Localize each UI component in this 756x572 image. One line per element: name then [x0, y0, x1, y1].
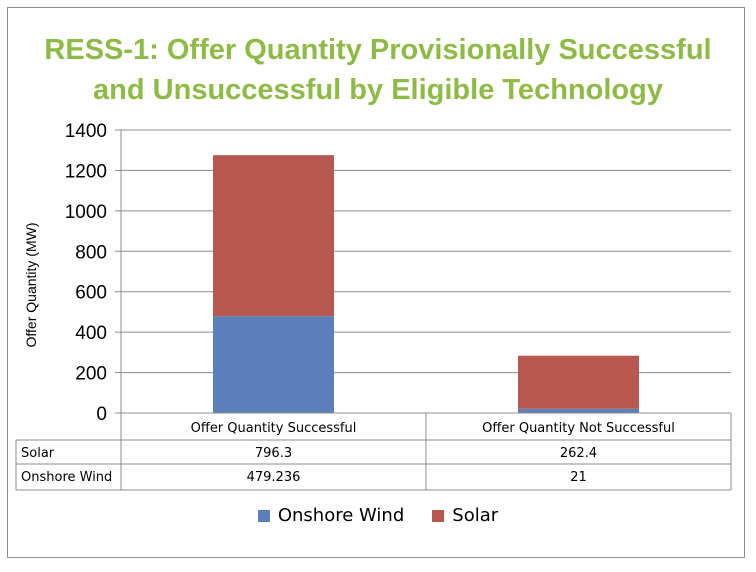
y-tick-label: 1200 [65, 161, 107, 182]
category-label: Offer Quantity Not Successful [482, 421, 675, 436]
table-cell-value: 479.236 [247, 470, 301, 485]
y-tick-label: 400 [75, 323, 107, 344]
table-cell-value: 262.4 [560, 446, 597, 461]
bar-onshore-wind-1 [213, 316, 334, 413]
y-tick-label: 200 [75, 364, 107, 385]
chart-title-line-2: and Unsuccessful by Eligible Technology [93, 74, 663, 106]
legend-label-onshore-wind: Onshore Wind [277, 505, 405, 526]
y-tick-label: 800 [75, 242, 107, 263]
y-axis-label: Offer Quantity (MW) [23, 223, 39, 348]
legend-swatch-solar [432, 509, 445, 522]
data-table: Offer Quantity Successful Offer Quantity … [15, 412, 732, 491]
category-label: Offer Quantity Successful [191, 421, 357, 436]
chart-frame [7, 7, 745, 558]
table-cell-value: 21 [570, 470, 587, 485]
y-tick-label: 0 [96, 404, 107, 425]
table-row-label: Onshore Wind [21, 470, 112, 485]
legend-swatch-onshore-wind [257, 509, 270, 522]
chart-title-line-1: RESS-1: Offer Quantity Provisionally Suc… [44, 34, 712, 66]
y-axis-ticks: 0 200 400 600 800 1000 1200 1400 [65, 121, 122, 425]
gridlines [121, 129, 731, 414]
legend-item-onshore-wind: Onshore Wind [257, 505, 405, 526]
table-row-label: Solar [21, 446, 55, 461]
y-tick-label: 600 [75, 283, 107, 304]
y-tick-label: 1000 [65, 202, 107, 223]
bars [213, 155, 639, 413]
y-tick-label: 1400 [65, 121, 107, 142]
table-cell-value: 796.3 [255, 446, 292, 461]
bar-onshore-wind-2 [518, 408, 639, 413]
legend-label-solar: Solar [452, 505, 499, 526]
legend-item-solar: Solar [432, 505, 498, 526]
chart-title: RESS-1: Offer Quantity Provisionally Suc… [0, 30, 756, 110]
legend: Onshore Wind Solar [0, 505, 756, 526]
bar-solar-1 [213, 155, 334, 317]
bar-solar-2 [518, 355, 639, 409]
